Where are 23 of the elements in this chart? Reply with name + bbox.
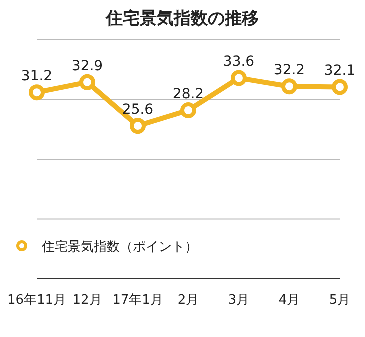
x-tick-label: 5月 xyxy=(329,293,351,308)
x-tick-label: 2月 xyxy=(178,293,200,308)
data-label: 33.6 xyxy=(223,54,255,70)
x-tick-label: 16年11月 xyxy=(7,293,67,308)
point xyxy=(180,102,196,119)
x-tick-label: 3月 xyxy=(228,293,250,308)
point xyxy=(332,79,348,96)
point xyxy=(282,78,298,95)
data-label: 25.6 xyxy=(122,102,154,118)
data-label: 31.2 xyxy=(21,68,53,85)
data-label: 28.2 xyxy=(172,86,204,103)
x-tick-label: 12月 xyxy=(72,293,102,308)
data-label: 32.2 xyxy=(274,62,306,79)
point xyxy=(231,70,247,86)
x-tick-label: 4月 xyxy=(278,293,300,308)
chart-title: 住宅景気指数の推移 xyxy=(105,9,259,29)
data-label: 32.9 xyxy=(72,58,104,74)
point xyxy=(130,118,146,134)
x-tick-label: 17年1月 xyxy=(112,293,164,308)
point xyxy=(80,74,96,90)
point xyxy=(29,84,45,101)
data-label: 32.1 xyxy=(324,63,356,80)
legend-label: 住宅景気指数（ポイント） xyxy=(41,239,198,255)
